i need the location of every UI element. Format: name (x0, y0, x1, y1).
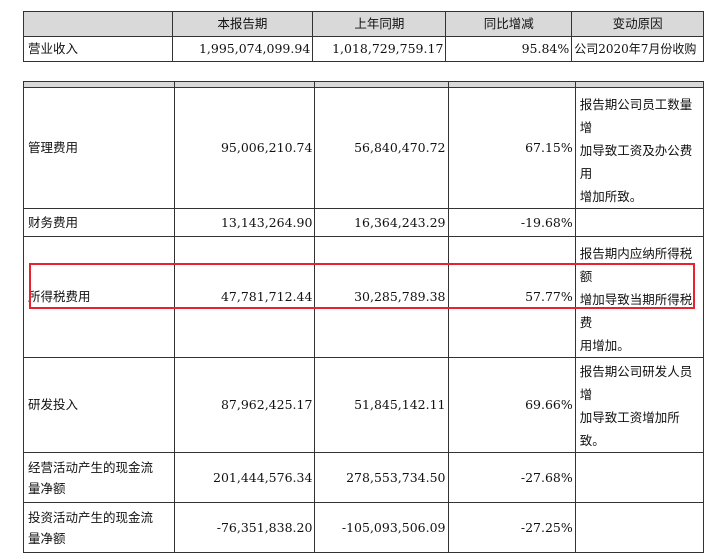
revenue-change: 95.84% (445, 36, 573, 62)
row-change: -27.68% (447, 452, 576, 503)
revenue-reason: 公司2020年7月份收购 (571, 36, 704, 62)
row-change: -27.25% (447, 502, 576, 553)
row-current: 201,444,576.34 (173, 452, 316, 503)
table-row: 经营活动产生的现金流 量净额 201,444,576.34 278,553,73… (23, 452, 704, 503)
reason-line: 报告期公司研发人员增 (579, 364, 693, 402)
row-prior: 16,364,243.29 (314, 208, 449, 237)
reason-line: 加导致工资及办公费用 (579, 143, 693, 181)
row-current: 87,962,425.17 (173, 357, 316, 453)
row-label: 管理费用 (23, 87, 175, 209)
header-prior: 上年同期 (312, 11, 447, 37)
row-current: 13,143,264.90 (173, 208, 316, 237)
table-row: 财务费用 13,143,264.90 16,364,243.29 -19.68% (23, 208, 704, 237)
detail-table: 管理费用 95,006,210.74 56,840,470.72 67.15% … (23, 81, 704, 553)
row-label: 经营活动产生的现金流 量净额 (23, 452, 175, 503)
row-prior: 51,845,142.11 (314, 357, 449, 453)
table-row-highlighted: 研发投入 87,962,425.17 51,845,142.11 69.66% … (23, 357, 704, 453)
row-current: 47,781,712.44 (173, 236, 316, 358)
row-prior: -105,093,506.09 (314, 502, 449, 553)
reason-line: 报告期公司员工数量增 (579, 97, 693, 135)
reason-line: 报告期内应纳所得税额 (579, 246, 693, 284)
row-current: 95,006,210.74 (173, 87, 316, 209)
revenue-row: 营业收入 1,995,074,099.94 1,018,729,759.17 9… (23, 36, 704, 62)
row-prior: 56,840,470.72 (314, 87, 449, 209)
header-current: 本报告期 (171, 11, 314, 37)
reason-line: 增加所致。 (579, 189, 643, 204)
row-reason (574, 208, 704, 237)
header-reason: 变动原因 (571, 11, 704, 37)
row-reason: 报告期内应纳所得税额 增加导致当期所得税费 用增加。 (574, 236, 704, 358)
row-reason: 报告期公司员工数量增 加导致工资及办公费用 增加所致。 (574, 87, 704, 209)
revenue-current: 1,995,074,099.94 (171, 36, 314, 62)
header-change: 同比增减 (445, 11, 573, 37)
header-blank (23, 11, 173, 37)
row-change: 69.66% (447, 357, 576, 453)
row-label: 投资活动产生的现金流 量净额 (23, 502, 175, 553)
label-line: 量净额 (28, 530, 66, 546)
row-label: 研发投入 (23, 357, 175, 453)
reason-line: 增加导致当期所得税费 (579, 292, 693, 330)
row-prior: 30,285,789.38 (314, 236, 449, 358)
row-prior: 278,553,734.50 (314, 452, 449, 503)
row-current: -76,351,838.20 (173, 502, 316, 553)
row-label: 财务费用 (23, 208, 175, 237)
row-reason (574, 502, 704, 553)
row-reason (574, 452, 704, 503)
reason-line: 用增加。 (579, 338, 630, 353)
label-line: 投资活动产生的现金流 (28, 509, 154, 525)
summary-table: 本报告期 上年同期 同比增减 变动原因 营业收入 1,995,074,099.9… (23, 11, 704, 62)
row-change: -19.68% (447, 208, 576, 237)
reason-line: 加导致工资增加所致。 (579, 410, 680, 448)
revenue-label: 营业收入 (23, 36, 173, 62)
revenue-prior: 1,018,729,759.17 (312, 36, 447, 62)
label-line: 经营活动产生的现金流 (28, 459, 154, 475)
header-row: 本报告期 上年同期 同比增减 变动原因 (23, 11, 704, 37)
row-change: 67.15% (447, 87, 576, 209)
table-row: 管理费用 95,006,210.74 56,840,470.72 67.15% … (23, 87, 704, 209)
row-change: 57.77% (447, 236, 576, 358)
row-reason: 报告期公司研发人员增 加导致工资增加所致。 (574, 357, 704, 453)
label-line: 量净额 (28, 480, 66, 496)
table-row: 投资活动产生的现金流 量净额 -76,351,838.20 -105,093,5… (23, 502, 704, 553)
row-label: 所得税费用 (23, 236, 175, 358)
table-row: 所得税费用 47,781,712.44 30,285,789.38 57.77%… (23, 236, 704, 358)
